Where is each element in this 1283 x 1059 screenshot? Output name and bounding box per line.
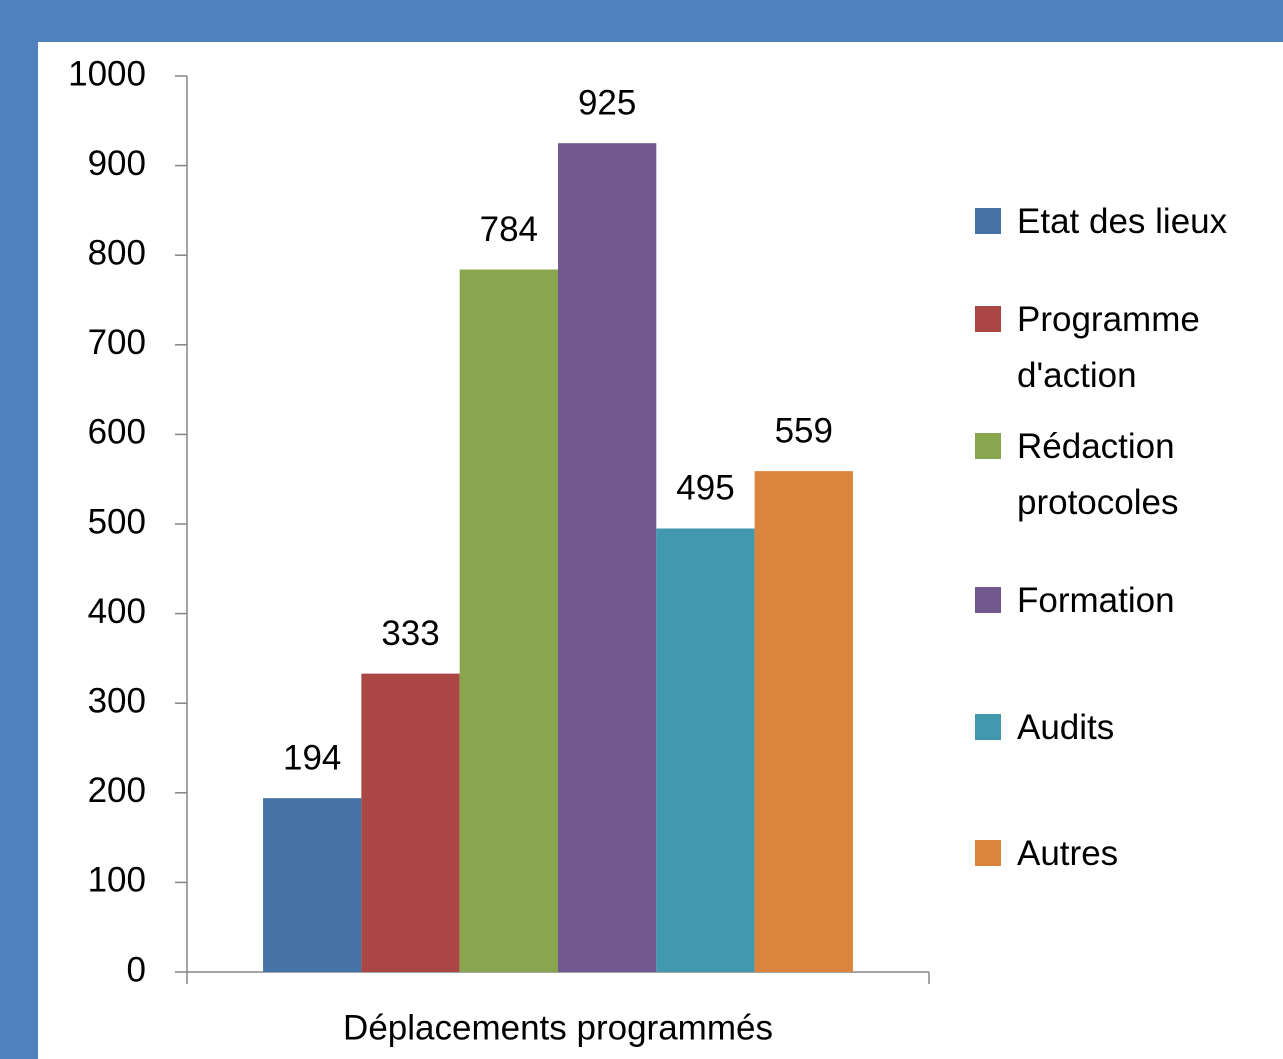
legend-swatch bbox=[975, 713, 1001, 740]
bar bbox=[656, 528, 755, 972]
data-label: 495 bbox=[676, 469, 734, 508]
data-label: 925 bbox=[578, 83, 636, 122]
legend-label: Etat des lieux bbox=[1017, 202, 1228, 241]
data-label: 559 bbox=[775, 411, 833, 450]
y-tick-label: 900 bbox=[88, 144, 146, 183]
legend-entry: Audits bbox=[975, 706, 1279, 756]
legend-swatch bbox=[975, 208, 1001, 234]
legend-label: Programme d'action bbox=[1017, 300, 1200, 396]
y-tick-label: 1000 bbox=[68, 54, 146, 93]
legend-label: Rédaction protocoles bbox=[1017, 426, 1179, 522]
y-tick-label: 0 bbox=[127, 950, 146, 989]
bar bbox=[361, 673, 460, 972]
data-label: 333 bbox=[381, 614, 439, 653]
legend-entry: Etat des lieux bbox=[975, 200, 1279, 250]
y-tick-label: 400 bbox=[88, 592, 146, 631]
legend-entry: Programme d'action bbox=[975, 298, 1279, 404]
y-tick-label: 500 bbox=[88, 502, 146, 541]
y-tick-label: 100 bbox=[88, 861, 146, 900]
legend-label: Autres bbox=[1017, 834, 1119, 873]
y-tick-label: 700 bbox=[88, 323, 146, 362]
bar bbox=[459, 269, 558, 972]
legend-swatch bbox=[975, 840, 1001, 866]
legend-swatch bbox=[975, 306, 1001, 333]
legend-entry: Rédaction protocoles bbox=[975, 425, 1279, 531]
data-label: 194 bbox=[283, 738, 341, 777]
y-tick-label: 600 bbox=[88, 413, 146, 452]
y-tick-label: 800 bbox=[88, 233, 146, 272]
legend-entry: Formation bbox=[975, 579, 1279, 629]
data-label: 784 bbox=[480, 210, 538, 249]
bar bbox=[558, 143, 657, 972]
y-tick-label: 200 bbox=[88, 771, 146, 810]
y-tick-label: 300 bbox=[88, 681, 146, 720]
legend-label: Formation bbox=[1017, 581, 1175, 621]
bar bbox=[263, 798, 362, 972]
x-tick-label: Déplacements programmés bbox=[343, 1008, 773, 1047]
legend-swatch bbox=[975, 432, 1001, 459]
bar bbox=[754, 471, 853, 972]
legend-swatch bbox=[975, 587, 1001, 614]
legend-label: Audits bbox=[1017, 707, 1115, 747]
legend-entry: Autres bbox=[975, 832, 1279, 882]
